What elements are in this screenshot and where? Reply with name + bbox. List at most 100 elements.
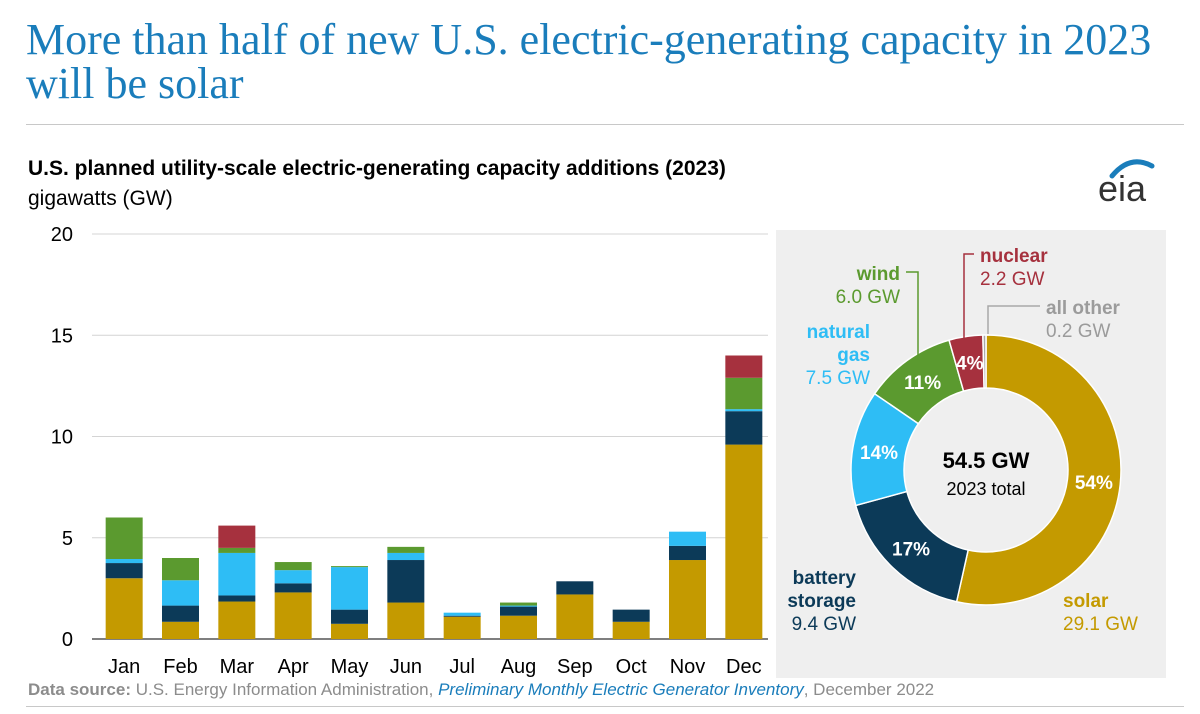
chart-title: U.S. planned utility-scale electric-gene… xyxy=(28,157,726,180)
legend-value-all-other: 0.2 GW xyxy=(1046,321,1110,342)
donut-slice-solar xyxy=(955,334,1122,606)
bar-segment-natural-gas xyxy=(725,409,763,412)
legend-label-natural-gas: gas xyxy=(837,345,870,366)
x-tick-label: Feb xyxy=(163,656,197,678)
x-tick-label: Apr xyxy=(278,656,309,678)
legend-label-all-other: all other xyxy=(1046,298,1121,319)
eia-logo-icon xyxy=(1109,159,1155,179)
bar-segment-battery-storage xyxy=(725,411,763,445)
bar-segment-solar xyxy=(105,578,143,639)
bar-segment-solar xyxy=(443,616,481,639)
bar-segment-wind xyxy=(387,546,425,553)
bar-segment-battery-storage xyxy=(669,545,706,561)
donut-chart: 54% 17% 14% 11% 4% 54.5 GW 2023 total solar29.1… xyxy=(787,246,1138,635)
bar-segment-nuclear xyxy=(725,355,763,378)
legend-value-nuclear: 2.2 GW xyxy=(980,269,1044,290)
y-tick-label: 20 xyxy=(51,224,73,246)
bar-segment-solar xyxy=(218,601,256,639)
x-tick-label: Aug xyxy=(501,656,537,678)
bar-segment-solar xyxy=(556,594,594,639)
bar-segment-wind xyxy=(500,602,537,606)
bar-segment-natural-gas xyxy=(274,570,312,584)
x-tick-label: Jul xyxy=(449,656,475,678)
y-tick-label: 10 xyxy=(51,427,73,449)
bar-segment-battery-storage xyxy=(218,595,256,602)
bar-segment-battery-storage xyxy=(500,606,537,616)
slice-percent-label: 4% xyxy=(956,354,984,375)
bar-segment-battery-storage xyxy=(105,563,143,579)
bar-segment-natural-gas xyxy=(387,552,425,561)
y-tick-label: 15 xyxy=(51,325,73,347)
y-tick-label: 0 xyxy=(62,629,73,651)
bar-segment-solar xyxy=(612,621,650,639)
x-tick-label: Jan xyxy=(108,656,140,678)
eia-logo-text: eia xyxy=(1098,168,1147,209)
source-date: , December 2022 xyxy=(803,680,935,699)
legend-label-natural-gas: natural xyxy=(807,322,870,343)
bar-segment-solar xyxy=(500,615,537,639)
legend-label-wind: wind xyxy=(856,264,900,285)
bar-segment-battery-storage xyxy=(612,609,650,622)
x-tick-label: Dec xyxy=(726,656,762,678)
leader-line-all-other xyxy=(987,305,1040,334)
donut-slice-all-other xyxy=(982,334,987,389)
bar-segment-battery-storage xyxy=(331,609,368,624)
source-label: Data source: xyxy=(28,680,131,699)
bar-segment-natural-gas xyxy=(500,605,537,607)
slice-percent-label: 17% xyxy=(892,539,930,560)
bar-segment-solar xyxy=(669,560,706,639)
leader-line-wind xyxy=(906,271,919,360)
bottom-divider xyxy=(26,706,1184,707)
headline: More than half of new U.S. electric-gene… xyxy=(26,15,1152,108)
x-tick-label: Oct xyxy=(616,656,648,678)
legend-value-battery-storage: 9.4 GW xyxy=(792,614,856,635)
bar-segment-battery-storage xyxy=(387,560,425,603)
slice-percent-label: 11% xyxy=(904,373,941,394)
bar-segment-solar xyxy=(162,621,199,639)
bar-segment-natural-gas xyxy=(443,612,481,616)
bar-segment-solar xyxy=(331,623,368,639)
x-tick-label: Jun xyxy=(390,656,422,678)
bar-segment-wind xyxy=(274,562,312,571)
top-divider xyxy=(26,124,1184,125)
bar-segment-battery-storage xyxy=(162,605,199,622)
bar-segment-wind xyxy=(331,566,368,568)
bar-segment-nuclear xyxy=(218,525,256,548)
bar-segment-wind xyxy=(105,517,143,560)
legend-label-battery-storage: storage xyxy=(787,591,856,612)
y-axis-unit-label: gigawatts (GW) xyxy=(28,187,173,210)
bar-segment-natural-gas xyxy=(218,552,256,596)
x-tick-label: Sep xyxy=(557,656,593,678)
bar-segment-wind xyxy=(725,377,763,410)
bar-segment-natural-gas xyxy=(105,559,143,564)
bar-segment-wind xyxy=(162,558,199,581)
x-tick-label: Nov xyxy=(670,656,706,678)
bar-chart: 0 5 10 15 20 Jan Feb Mar Apr May Jun Jul Aug Sep Oct No… xyxy=(51,224,768,678)
legend-value-wind: 6.0 GW xyxy=(836,287,900,308)
data-source-note: Data source: U.S. Energy Information Adm… xyxy=(28,680,934,700)
bar-segment-battery-storage xyxy=(443,615,481,617)
bar-segment-solar xyxy=(725,444,763,639)
legend-label-nuclear: nuclear xyxy=(980,246,1048,267)
slice-percent-label: 14% xyxy=(860,443,898,464)
leader-line-nuclear xyxy=(963,253,974,338)
legend-label-solar: solar xyxy=(1063,591,1109,612)
donut-center-label: 2023 total xyxy=(946,479,1025,499)
slice-percent-label: 54% xyxy=(1075,473,1113,494)
donut-center-value: 54.5 GW xyxy=(943,448,1030,473)
y-tick-label: 5 xyxy=(62,528,73,550)
source-publication-link[interactable]: Preliminary Monthly Electric Generator I… xyxy=(438,680,804,699)
x-tick-label: May xyxy=(331,656,369,678)
bar-segment-battery-storage xyxy=(556,581,594,595)
bar-segment-natural-gas xyxy=(331,567,368,610)
legend-label-battery-storage: battery xyxy=(793,568,857,589)
bar-segment-natural-gas xyxy=(669,531,706,546)
legend-value-natural-gas: 7.5 GW xyxy=(806,368,870,389)
bar-segment-wind xyxy=(218,547,256,553)
bar-segment-natural-gas xyxy=(162,580,199,606)
bar-segment-battery-storage xyxy=(274,583,312,593)
x-tick-label: Mar xyxy=(220,656,255,678)
bar-segment-solar xyxy=(387,602,425,639)
legend-value-solar: 29.1 GW xyxy=(1063,614,1138,635)
source-text: U.S. Energy Information Administration, xyxy=(135,680,434,699)
